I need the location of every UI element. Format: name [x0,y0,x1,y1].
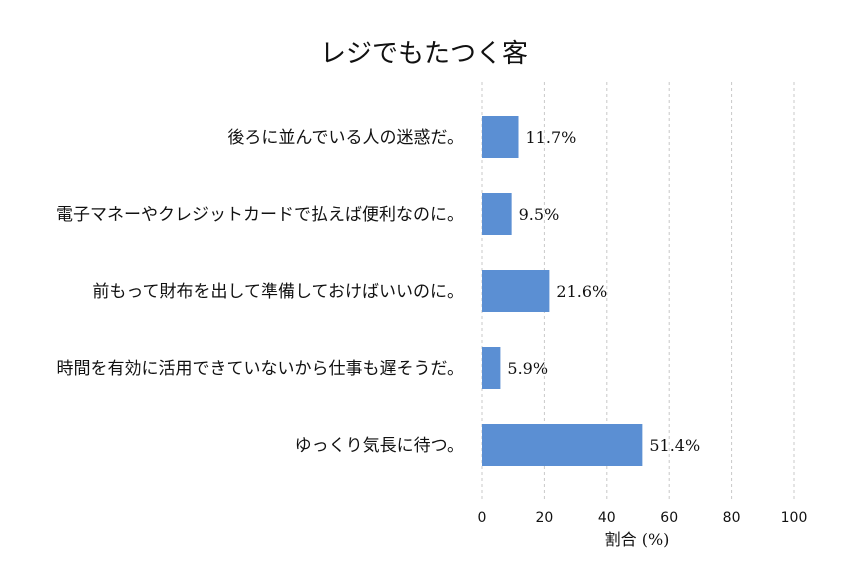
chart-title: レジでもたつく客 [320,39,528,69]
data-label: 51.4% [649,436,700,455]
data-label: 21.6% [556,282,607,301]
x-tick-label: 0 [478,510,487,526]
x-tick-label: 40 [598,510,616,526]
category-label: ゆっくり気長に待つ。 [295,436,464,456]
x-tick-label: 20 [535,510,553,526]
data-label: 9.5% [519,205,560,224]
x-axis-label: 割合 (%) [605,530,670,549]
data-label: 5.9% [507,359,548,378]
category-label: 後ろに並んでいる人の迷惑だ。 [227,128,464,148]
x-tick-label: 60 [660,510,678,526]
bar [482,270,550,312]
category-labels: 後ろに並んでいる人の迷惑だ。電子マネーやクレジットカードで払えば便利なのに。前も… [56,128,464,456]
category-label: 前もって財布を出して準備しておけばいいのに。 [92,282,464,302]
bar [482,347,501,389]
x-tick-labels: 0 20 40 60 80 100 [478,510,808,526]
category-label: 電子マネーやクレジットカードで払えば便利なのに。 [56,205,464,225]
x-tick-label: 100 [781,510,808,526]
value-labels: 11.7% 9.5% 21.6% 5.9% 51.4% [507,128,700,455]
bar [482,193,512,235]
bar [482,424,643,466]
bar [482,116,519,158]
bars [482,116,643,466]
data-label: 11.7% [526,128,577,147]
x-tick-label: 80 [723,510,741,526]
category-label: 時間を有効に活用できていないから仕事も遅そうだ。 [57,359,465,379]
